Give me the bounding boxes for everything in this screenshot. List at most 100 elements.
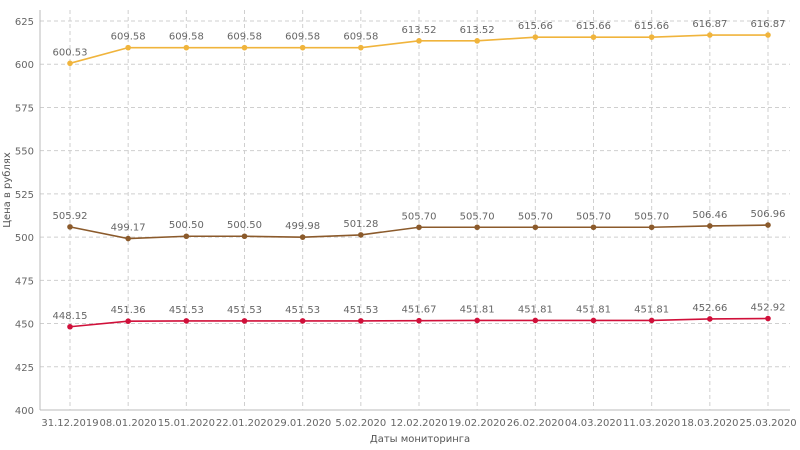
data-label: 451.81 (634, 304, 669, 315)
x-tick-label: 18.03.2020 (681, 418, 738, 429)
data-point[interactable] (474, 224, 480, 231)
data-label: 505.70 (518, 211, 553, 222)
grid (39, 10, 790, 411)
data-label: 613.52 (460, 25, 495, 36)
data-label: 499.17 (111, 223, 146, 234)
data-label: 609.58 (285, 32, 320, 43)
data-point[interactable] (416, 38, 422, 44)
data-label: 609.58 (343, 32, 378, 43)
data-label: 452.92 (751, 303, 786, 314)
data-label: 615.66 (576, 21, 611, 32)
series-2: 448.15 451.36 451.53 451.53 451.53 451.53 451.… (53, 303, 786, 330)
data-label: 451.81 (518, 304, 553, 315)
series-1: 505.92 499.17 500.50 500.50 499.98 501.28 505.… (53, 209, 786, 242)
data-point[interactable] (532, 224, 539, 231)
data-point[interactable] (532, 34, 539, 40)
data-point[interactable] (474, 38, 480, 44)
data-point[interactable] (183, 318, 190, 324)
data-point[interactable] (590, 317, 597, 324)
series-0: 600.53 609.58 609.58 609.58 609.58 609.58 613.… (53, 19, 786, 67)
data-point[interactable] (183, 233, 190, 240)
x-tick-label: 08.01.2020 (100, 418, 157, 429)
data-label: 500.50 (169, 220, 204, 231)
data-point[interactable] (707, 223, 713, 229)
data-label: 451.53 (169, 305, 204, 316)
data-point[interactable] (648, 224, 655, 231)
data-label: 500.50 (227, 220, 262, 231)
data-label: 615.66 (634, 21, 669, 32)
data-point[interactable] (358, 232, 364, 238)
data-point[interactable] (67, 224, 73, 230)
series-layer: 600.53 609.58 609.58 609.58 609.58 609.58 613.… (53, 19, 786, 330)
data-point[interactable] (765, 315, 771, 322)
data-label: 451.67 (402, 305, 437, 316)
y-axis-ticks: 400 425 450 475 500 525 550 575 600 625 (15, 17, 34, 417)
data-label: 451.81 (576, 304, 611, 315)
data-label: 505.92 (53, 211, 88, 222)
x-tick-label: 12.02.2020 (390, 418, 447, 429)
data-label: 615.66 (518, 21, 553, 32)
y-axis-title: Цена в рублях (2, 152, 13, 228)
y-tick-label: 550 (15, 147, 34, 158)
data-point[interactable] (532, 317, 539, 324)
data-point[interactable] (416, 224, 422, 231)
data-point[interactable] (241, 44, 248, 51)
data-label: 609.58 (227, 32, 262, 43)
data-point[interactable] (241, 233, 248, 240)
x-tick-label: 5.02.2020 (335, 418, 386, 429)
data-point[interactable] (648, 317, 655, 324)
y-tick-label: 400 (15, 406, 34, 417)
x-tick-label: 15.01.2020 (158, 418, 215, 429)
data-point[interactable] (765, 222, 771, 228)
data-label: 505.70 (576, 211, 611, 222)
data-point[interactable] (707, 32, 713, 38)
data-label: 616.87 (692, 19, 727, 30)
data-point[interactable] (590, 34, 597, 40)
data-point[interactable] (474, 317, 480, 324)
data-label: 505.70 (402, 211, 437, 222)
data-point[interactable] (765, 32, 771, 38)
data-point[interactable] (125, 318, 131, 325)
data-label: 613.52 (402, 25, 437, 36)
x-axis-title: Даты мониторинга (370, 434, 470, 445)
data-point[interactable] (125, 235, 131, 242)
data-point[interactable] (590, 224, 597, 231)
x-tick-label: 31.12.2019 (41, 418, 98, 429)
y-tick-label: 575 (15, 103, 34, 114)
data-label: 451.53 (285, 305, 320, 316)
data-point[interactable] (125, 44, 131, 51)
x-tick-label: 22.01.2020 (216, 418, 273, 429)
data-label: 451.81 (460, 304, 495, 315)
y-tick-label: 475 (15, 276, 34, 287)
x-tick-label: 26.02.2020 (507, 418, 564, 429)
data-label: 616.87 (751, 19, 786, 30)
x-tick-label: 04.03.2020 (565, 418, 622, 429)
data-point[interactable] (358, 44, 364, 51)
data-label: 609.58 (169, 32, 204, 43)
data-point[interactable] (67, 60, 73, 67)
data-point[interactable] (416, 317, 422, 324)
data-label: 451.53 (227, 305, 262, 316)
x-tick-label: 19.02.2020 (449, 418, 506, 429)
data-point[interactable] (299, 234, 306, 240)
data-label: 452.66 (692, 303, 727, 314)
data-label: 600.53 (53, 47, 88, 58)
data-point[interactable] (299, 44, 306, 51)
data-point[interactable] (67, 323, 73, 330)
y-tick-label: 625 (15, 17, 34, 28)
data-label: 451.36 (111, 305, 146, 316)
data-label: 609.58 (111, 32, 146, 43)
data-label: 505.70 (634, 211, 669, 222)
data-point[interactable] (358, 318, 364, 324)
data-label: 499.98 (285, 221, 320, 232)
y-tick-label: 425 (15, 363, 34, 374)
data-point[interactable] (183, 44, 190, 51)
data-point[interactable] (241, 318, 248, 324)
data-label: 448.15 (53, 311, 88, 322)
data-point[interactable] (648, 34, 655, 40)
data-point[interactable] (707, 316, 713, 322)
x-axis-ticks: 31.12.2019 08.01.2020 15.01.2020 22.01.2020… (41, 418, 796, 429)
data-label: 501.28 (343, 219, 378, 230)
data-point[interactable] (299, 318, 306, 324)
